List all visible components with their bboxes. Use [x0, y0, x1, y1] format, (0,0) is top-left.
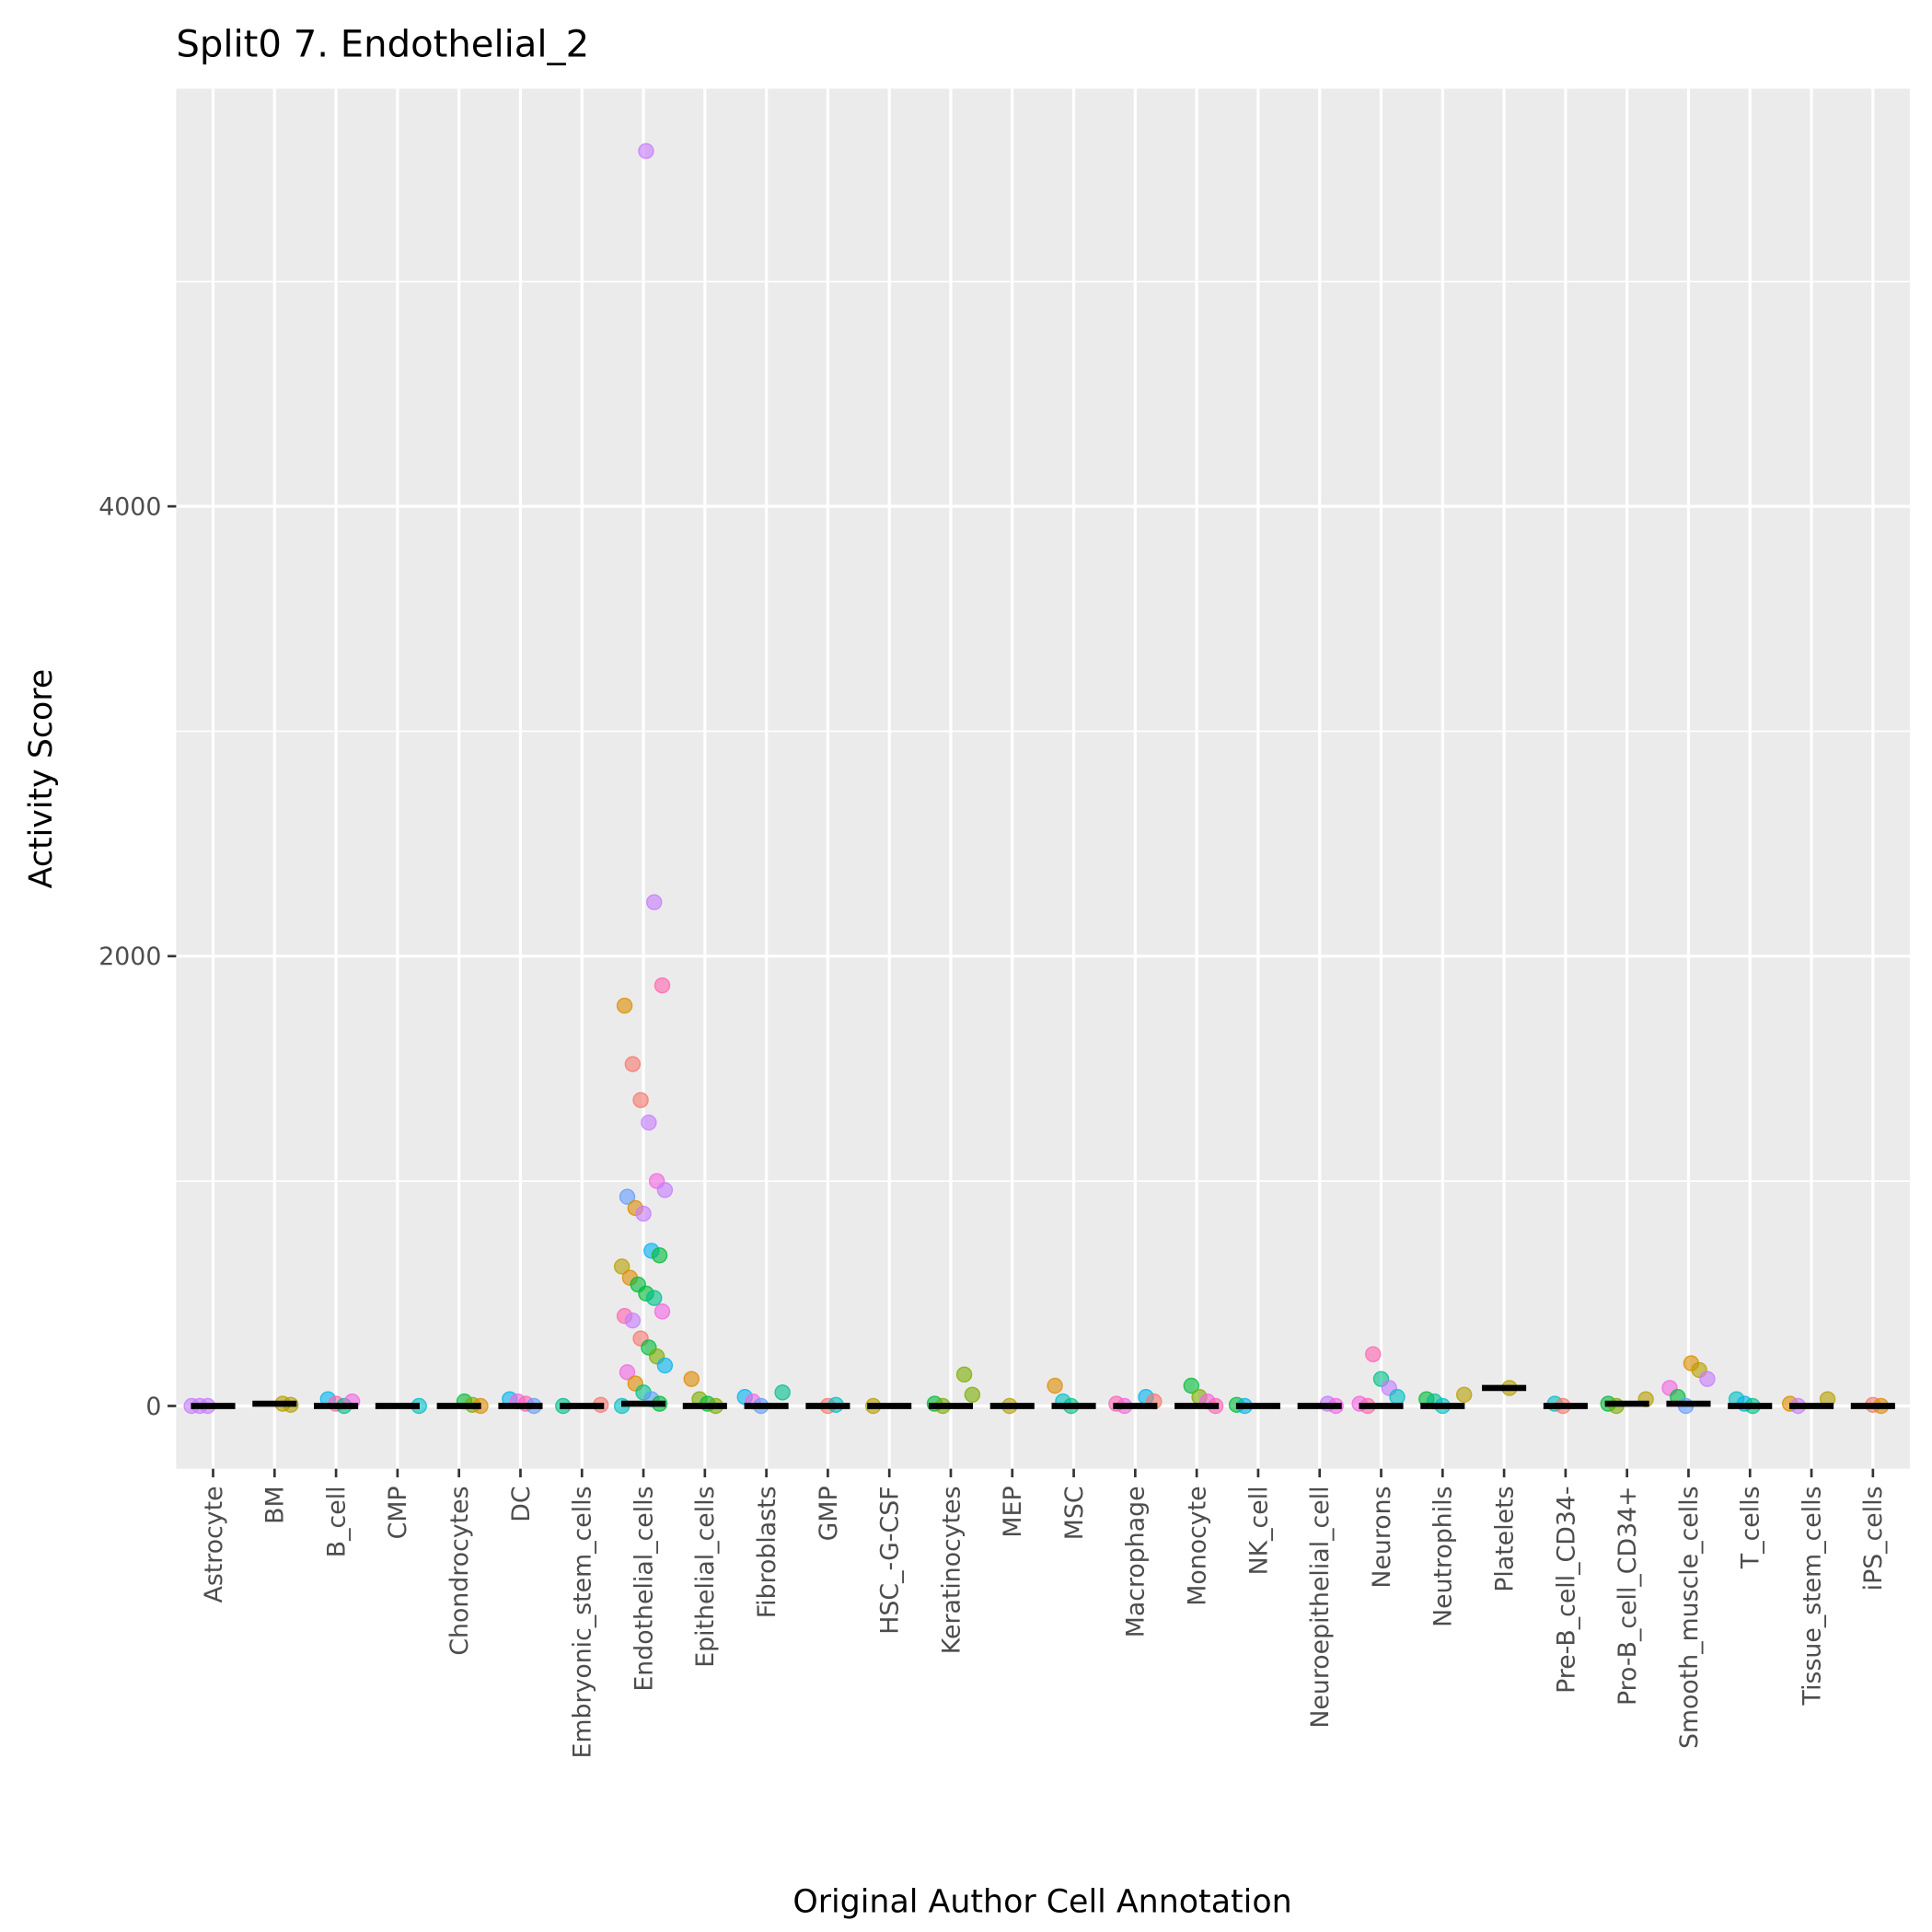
x-tick-label: Tissue_stem_cells: [1798, 1486, 1826, 1706]
x-tick-label: HSC_-G-CSF: [876, 1486, 905, 1634]
point: [1389, 1389, 1406, 1406]
x-tick-label: Macrophage: [1122, 1486, 1151, 1637]
x-tick-label: Pre-B_cell_CD34-: [1552, 1486, 1580, 1693]
x-tick-label: Epithelial_cells: [691, 1486, 720, 1667]
point: [955, 1366, 973, 1382]
point: [638, 143, 654, 159]
point: [1455, 1386, 1473, 1403]
point: [683, 1371, 700, 1387]
point: [619, 1364, 636, 1381]
y-tick-label: 2000: [98, 943, 161, 971]
x-tick-label: Astrocyte: [200, 1486, 228, 1602]
point: [1047, 1377, 1063, 1394]
chart-title: Split0 7. Endothelial_2: [176, 24, 589, 66]
x-tick-label: Neuroepithelial_cell: [1306, 1486, 1335, 1728]
point: [624, 1056, 642, 1072]
point: [632, 1092, 649, 1108]
x-tick-label: GMP: [815, 1486, 843, 1541]
point: [1699, 1371, 1716, 1387]
y-axis-title: Activity Score: [23, 669, 60, 889]
x-tick-label: NK_cell: [1244, 1486, 1273, 1575]
point: [654, 1303, 671, 1320]
point: [656, 1182, 674, 1198]
point: [613, 1258, 631, 1275]
x-axis-title: Original Author Cell Annotation: [792, 1884, 1291, 1921]
point: [1365, 1346, 1382, 1362]
x-tick-label: B_cell: [322, 1486, 351, 1557]
x-tick-label: DC: [507, 1486, 536, 1521]
x-tick-label: Pro-B_cell_CD34+: [1614, 1486, 1642, 1706]
point: [654, 977, 671, 994]
point: [964, 1386, 981, 1403]
x-tick-label: BM: [261, 1486, 290, 1523]
y-tick-label: 4000: [98, 492, 161, 521]
x-tick-label: Neurons: [1368, 1486, 1396, 1588]
x-tick-label: Endothelial_cells: [630, 1486, 658, 1691]
x-tick-label: Keratinocytes: [937, 1486, 966, 1654]
point: [774, 1384, 791, 1401]
x-tick-label: Platelets: [1490, 1486, 1519, 1591]
x-tick-label: T_cells: [1737, 1486, 1765, 1569]
panel: [176, 88, 1910, 1469]
point: [619, 1188, 636, 1205]
point: [616, 997, 633, 1014]
point: [646, 1290, 663, 1306]
x-tick-label: CMP: [384, 1486, 412, 1539]
point: [1183, 1377, 1199, 1394]
x-tick-label: Fibroblasts: [753, 1486, 781, 1618]
point: [656, 1357, 674, 1374]
x-tick-label: MSC: [1060, 1486, 1089, 1540]
x-tick-label: Monocyte: [1184, 1486, 1212, 1605]
x-tick-label: Embryonic_stem_cells: [569, 1486, 597, 1758]
x-tick-label: iPS_cells: [1859, 1486, 1888, 1591]
x-tick-label: Chondrocytes: [445, 1486, 474, 1655]
y-tick-label: 0: [145, 1393, 161, 1421]
point: [635, 1205, 652, 1222]
x-tick-label: MEP: [999, 1486, 1027, 1537]
x-tick-label: Neutrophils: [1429, 1486, 1458, 1627]
point: [651, 1247, 668, 1264]
point: [641, 1114, 657, 1131]
point: [646, 894, 663, 910]
x-tick-label: Smooth_muscle_cells: [1675, 1486, 1704, 1749]
point: [624, 1312, 642, 1329]
